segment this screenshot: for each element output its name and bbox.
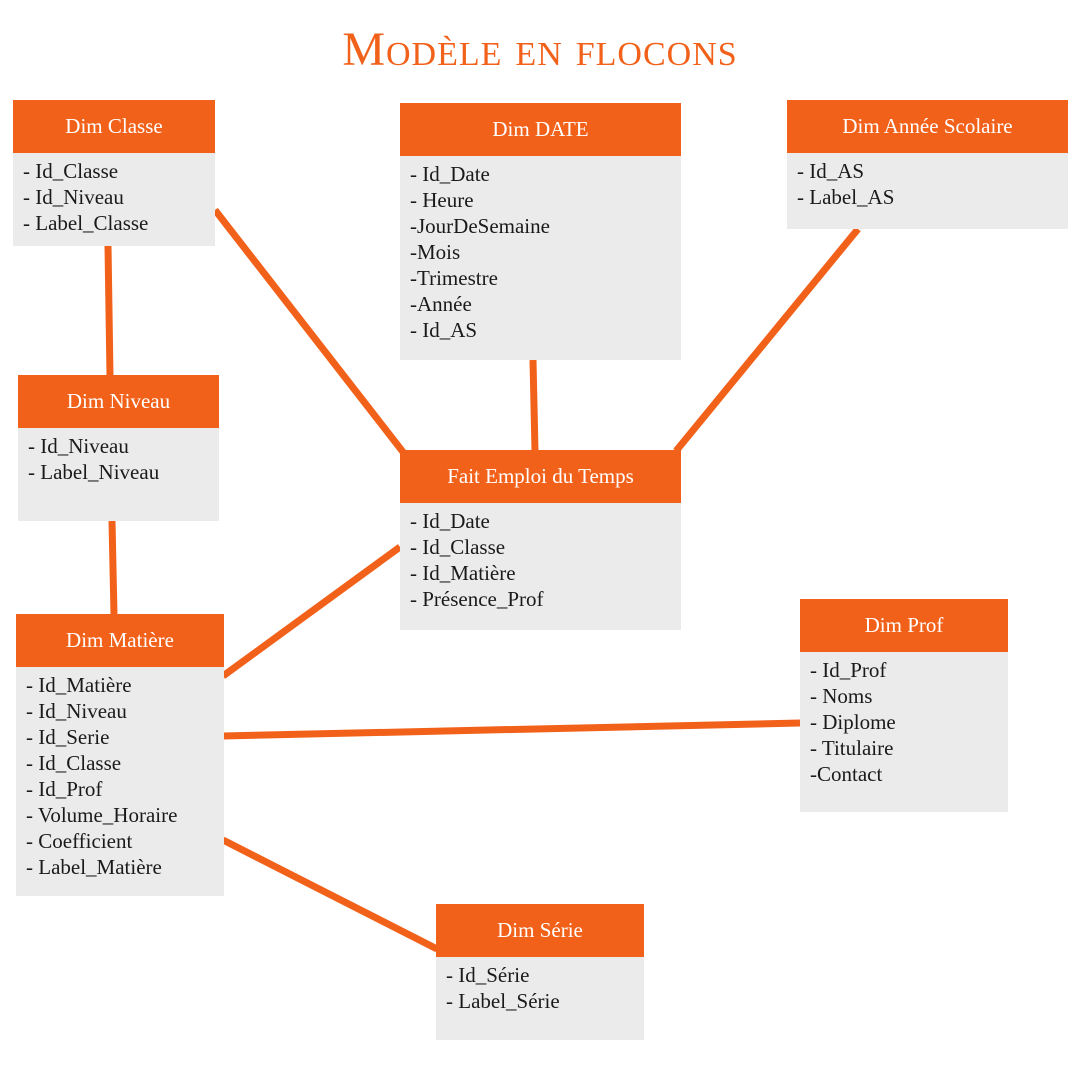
field-list: - Id_Date - Heure -JourDeSemaine -Mois -Trim… <box>400 156 681 343</box>
field-list: - Id_Date - Id_Classe - Id_Matière - Présen… <box>400 503 681 612</box>
link-classe-niveau <box>104 245 114 377</box>
table-field: - Id_Serie <box>26 725 110 749</box>
table-field: -Année <box>410 292 472 316</box>
table-field: - Heure <box>410 188 474 212</box>
table-field: - Id_Niveau <box>26 699 127 723</box>
link-annee-fait <box>673 226 861 454</box>
table-header: Dim Prof <box>800 599 1008 652</box>
table-field: - Id_Matière <box>410 561 516 585</box>
table-dim-serie[interactable]: Dim Série - Id_Série - Label_Série <box>436 904 644 1040</box>
table-field: - Id_Date <box>410 509 490 533</box>
link-niveau-matiere <box>108 520 118 616</box>
link-fait-matiere <box>220 544 403 679</box>
table-field: -JourDeSemaine <box>410 214 550 238</box>
table-field: - Coefficient <box>26 829 133 853</box>
table-field: - Label_Niveau <box>28 460 160 484</box>
table-field: - Id_Classe <box>23 159 119 183</box>
link-date-fait <box>529 359 539 452</box>
link-classe-fait <box>212 207 406 455</box>
table-field: - Id_Niveau <box>23 185 124 209</box>
table-field: - Diplome <box>810 710 896 734</box>
table-header: Dim Matière <box>16 614 224 667</box>
table-field: - Id_Niveau <box>28 434 129 458</box>
field-list: - Id_Série - Label_Série <box>436 957 644 1014</box>
table-field: - Label_Matière <box>26 855 162 879</box>
table-field: -Mois <box>410 240 461 264</box>
table-header: Dim DATE <box>400 103 681 156</box>
table-field: - Id_Série <box>446 963 530 987</box>
field-list: - Id_Matière - Id_Niveau - Id_Serie - Id_Cl… <box>16 667 224 880</box>
table-dim-date[interactable]: Dim DATE - Id_Date - Heure -JourDeSemaine -… <box>400 103 681 360</box>
table-dim-classe[interactable]: Dim Classe - Id_Classe - Id_Niveau - Label… <box>13 100 215 246</box>
table-field: - Présence_Prof <box>410 587 544 611</box>
table-field: -Trimestre <box>410 266 498 290</box>
table-field: - Label_Série <box>446 989 560 1013</box>
field-list: - Id_Niveau - Label_Niveau <box>18 428 219 485</box>
field-list: - Id_AS - Label_AS <box>787 153 1068 210</box>
table-field: - Label_AS <box>797 185 895 209</box>
table-field: - Id_AS <box>797 159 865 183</box>
table-dim-annee-scolaire[interactable]: Dim Année Scolaire - Id_AS - Label_AS <box>787 100 1068 229</box>
table-field: - Id_AS <box>410 318 478 342</box>
table-field: -Contact <box>810 762 883 786</box>
table-field: - Volume_Horaire <box>26 803 178 827</box>
link-matiere-prof <box>222 719 801 740</box>
table-field: - Id_Prof <box>26 777 103 801</box>
table-header: Dim Série <box>436 904 644 957</box>
table-header: Dim Année Scolaire <box>787 100 1068 153</box>
table-header: Fait Emploi du Temps <box>400 450 681 503</box>
table-field: - Id_Matière <box>26 673 132 697</box>
table-field: - Noms <box>810 684 873 708</box>
field-list: - Id_Classe - Id_Niveau - Label_Classe <box>13 153 215 236</box>
link-matiere-serie <box>221 836 439 953</box>
table-field: - Titulaire <box>810 736 894 760</box>
table-field: - Id_Classe <box>410 535 506 559</box>
table-fait-emploi-du-temps[interactable]: Fait Emploi du Temps - Id_Date - Id_Class… <box>400 450 681 630</box>
table-field: - Id_Prof <box>810 658 887 682</box>
table-dim-prof[interactable]: Dim Prof - Id_Prof - Noms - Diplome - Titul… <box>800 599 1008 812</box>
table-header: Dim Classe <box>13 100 215 153</box>
table-field: - Id_Classe <box>26 751 122 775</box>
table-field: - Id_Date <box>410 162 490 186</box>
table-dim-matiere[interactable]: Dim Matière - Id_Matière - Id_Niveau - Id_… <box>16 614 224 896</box>
table-field: - Label_Classe <box>23 211 149 235</box>
table-dim-niveau[interactable]: Dim Niveau - Id_Niveau - Label_Niveau <box>18 375 219 521</box>
table-header: Dim Niveau <box>18 375 219 428</box>
field-list: - Id_Prof - Noms - Diplome - Titulaire -Cont… <box>800 652 1008 787</box>
diagram-title: Modèle en flocons <box>342 23 738 76</box>
